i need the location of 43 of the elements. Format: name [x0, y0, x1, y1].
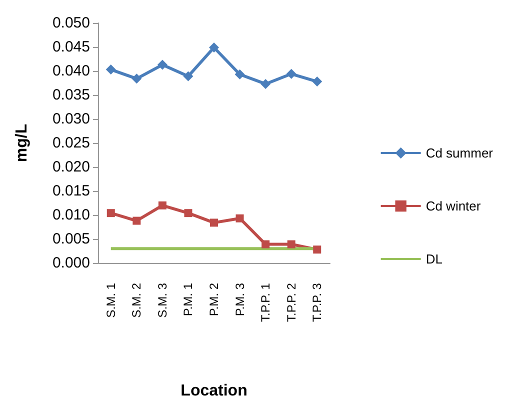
- point: [157, 60, 168, 70]
- y-tick-label: 0.035: [52, 86, 90, 104]
- point: [106, 209, 115, 218]
- x-tick-label: P.M. 3: [232, 282, 247, 316]
- y-tick-label: 0.015: [52, 182, 90, 200]
- point: [106, 64, 116, 75]
- point: [312, 76, 322, 87]
- point: [209, 42, 219, 52]
- y-tick-label: 0.050: [52, 14, 90, 32]
- x-axis-title: Location: [180, 382, 248, 400]
- x-tick-label: T.P.P. 3: [310, 282, 324, 322]
- y-tick-label: 0.010: [52, 206, 90, 224]
- point: [132, 74, 142, 84]
- x-tick-label: P.M. 2: [207, 282, 221, 316]
- y-tick-label: 0.030: [52, 110, 90, 128]
- y-tick-label: 0.045: [52, 38, 90, 56]
- point: [260, 78, 271, 89]
- y-tick-label: 0.040: [52, 62, 90, 80]
- point: [184, 209, 192, 218]
- x-tick-label: S.M. 1: [104, 282, 118, 318]
- point: [132, 216, 141, 225]
- legend-label: Cd summer: [426, 146, 494, 160]
- y-tick-label: 0.005: [52, 230, 90, 248]
- point: [158, 201, 166, 210]
- legend-label: Cd winter: [426, 198, 482, 214]
- point: [210, 218, 218, 227]
- point: [286, 68, 296, 79]
- x-tick-label: P.M. 1: [181, 282, 196, 316]
- x-tick-label: T.P.P. 2: [284, 282, 298, 322]
- point: [313, 246, 322, 254]
- point: [234, 69, 245, 80]
- y-tick-label: 0.025: [52, 134, 90, 152]
- x-tick-label: T.P.P. 1: [258, 282, 273, 322]
- legend-label: DL: [426, 252, 442, 266]
- point: [183, 71, 194, 82]
- y-tick-label: 0.000: [52, 254, 90, 272]
- x-tick-label: S.M. 3: [155, 282, 170, 318]
- y-tick-label: 0.020: [52, 158, 90, 176]
- y-axis-title: mg/L: [14, 124, 30, 162]
- point: [262, 240, 270, 248]
- point: [236, 214, 244, 222]
- point: [287, 240, 296, 248]
- x-tick-label: S.M. 2: [130, 282, 144, 318]
